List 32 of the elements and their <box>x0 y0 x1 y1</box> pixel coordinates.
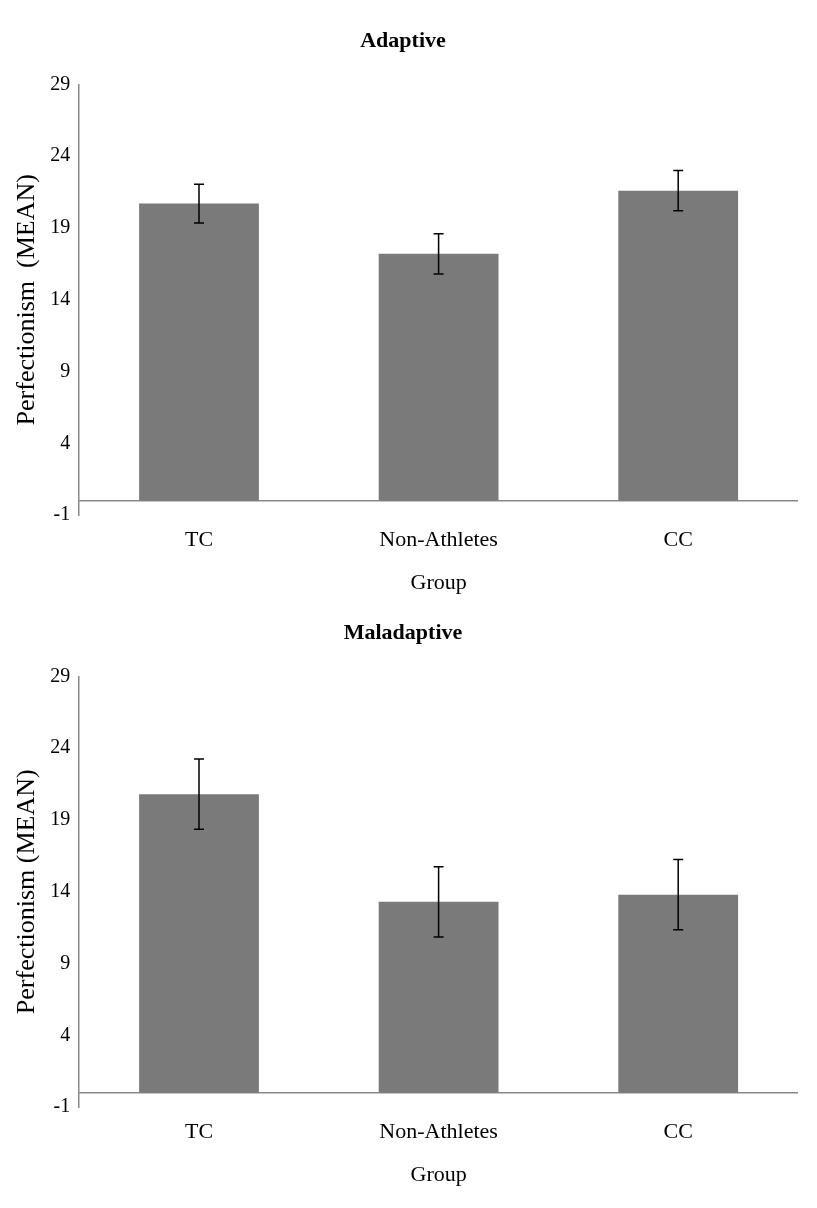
y-tick-label: 9 <box>60 950 71 973</box>
y-tick-label: 19 <box>50 215 71 238</box>
y-tick-label: 24 <box>50 735 71 758</box>
chart-title: Maladaptive <box>343 618 463 644</box>
y-tick-label: 14 <box>50 287 71 310</box>
chart-title: Adaptive <box>360 26 447 52</box>
y-axis-title: Perfectionism (MEAN) <box>11 174 41 426</box>
y-tick-label: 24 <box>50 143 71 166</box>
x-tick-label: TC <box>184 526 214 552</box>
bar <box>618 894 739 1093</box>
bar <box>378 901 499 1093</box>
y-tick-label: 14 <box>50 879 71 902</box>
x-tick-label: Non-Athletes <box>379 526 498 552</box>
bar <box>618 190 739 501</box>
x-tick-label: TC <box>184 1118 214 1144</box>
y-tick-label: -1 <box>53 1094 71 1117</box>
y-tick-label: 29 <box>50 663 71 686</box>
x-tick-label: CC <box>663 1118 693 1144</box>
y-tick-label: -1 <box>53 502 71 525</box>
y-tick-label: 4 <box>60 430 71 453</box>
x-axis-title: Group <box>410 1160 467 1186</box>
y-tick-label: 9 <box>60 358 71 381</box>
y-tick-label: 29 <box>50 71 71 94</box>
x-axis-title: Group <box>410 568 467 594</box>
x-tick-label: Non-Athletes <box>379 1118 498 1144</box>
y-tick-label: 19 <box>50 807 71 830</box>
y-tick-label: 4 <box>60 1022 71 1045</box>
bar <box>139 203 259 501</box>
bar <box>378 253 499 501</box>
y-axis-title: Perfectionism (MEAN) <box>11 769 41 1015</box>
x-tick-label: CC <box>663 526 693 552</box>
bar <box>139 794 259 1093</box>
